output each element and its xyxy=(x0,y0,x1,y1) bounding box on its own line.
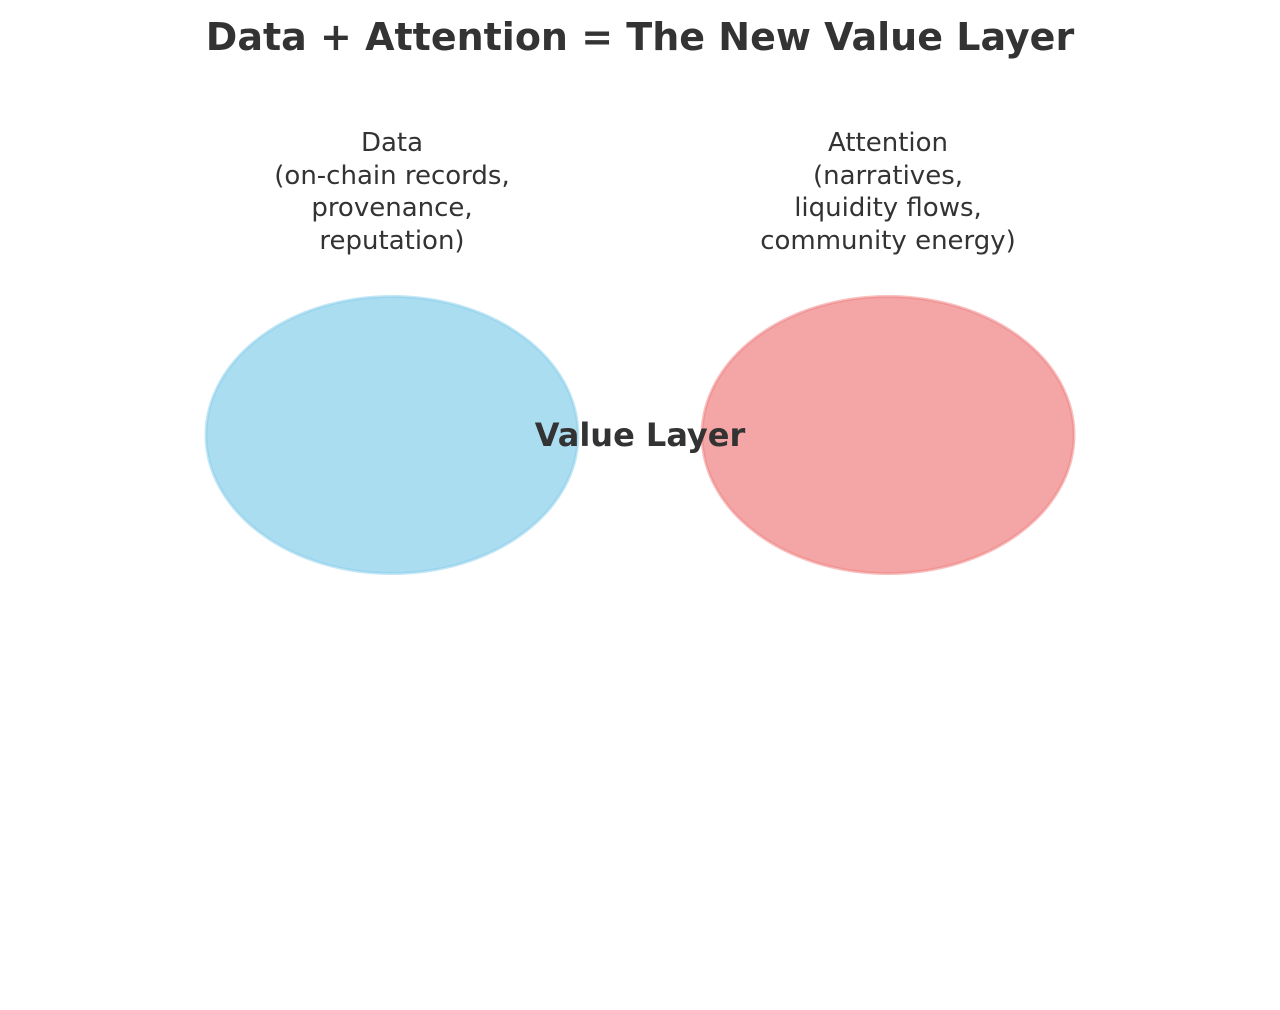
value-layer-label: Value Layer xyxy=(534,416,746,454)
data-caption-line-3: provenance, xyxy=(311,193,473,223)
attention-caption-line-3: liquidity flows, xyxy=(794,193,982,223)
data-caption-line-2: (on-chain records, xyxy=(274,160,510,191)
attention-circle xyxy=(700,295,1076,575)
data-circle xyxy=(204,295,580,575)
diagram-title: Data + Attention = The New Value Layer xyxy=(205,15,1075,59)
data-circle-caption: Data (on-chain records, provenance, repu… xyxy=(192,127,592,257)
attention-caption-line-4: community energy) xyxy=(760,225,1016,256)
data-caption-line-4: reputation) xyxy=(319,225,465,256)
attention-caption-line-2: (narratives, xyxy=(812,160,964,191)
attention-circle-caption: Attention (narratives, liquidity flows, … xyxy=(688,127,1088,257)
attention-caption-line-1: Attention xyxy=(828,128,948,158)
data-caption-line-1: Data xyxy=(360,128,424,158)
